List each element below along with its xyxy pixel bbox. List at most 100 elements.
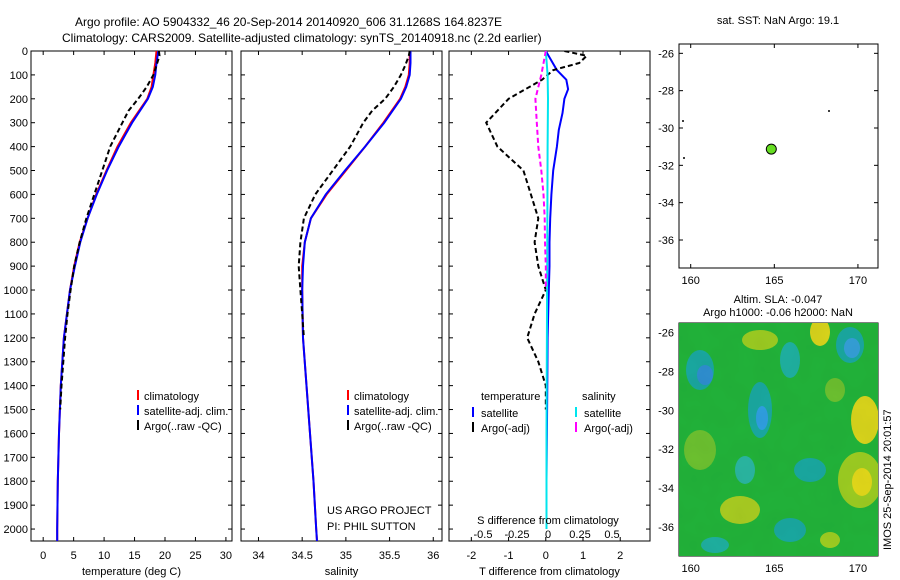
x-tick-label: 20	[159, 550, 171, 562]
x-tick-label: -2	[466, 550, 476, 562]
map-y-tick-label: -30	[658, 123, 674, 135]
depth-tick-label: 600	[10, 189, 28, 201]
depth-tick-label: 1100	[4, 309, 28, 321]
profile-panel-frame-2	[240, 50, 443, 542]
series-line-argo-adj-	[485, 51, 589, 410]
x-tick-label: 34.5	[291, 550, 312, 562]
series-line-argo-raw-qc-	[297, 51, 411, 338]
legend-label: satellite-adj. clim.	[144, 406, 228, 418]
map-x-tick-label: 160	[682, 563, 700, 575]
legend-title-temperature: temperature	[481, 391, 540, 403]
float-location-marker	[765, 143, 777, 155]
map-y-tick-label: -32	[658, 160, 674, 172]
map-y-tick-label: -36	[658, 235, 674, 247]
depth-tick-label: 1800	[4, 476, 28, 488]
map-x-tick-label: 170	[849, 275, 867, 287]
x-axis-label-top: S difference from climatology	[477, 515, 619, 527]
depth-tick-label: 400	[10, 142, 28, 154]
pi-annotation: PI: PHIL SUTTON	[327, 521, 416, 533]
depth-tick-label: 1200	[4, 333, 28, 345]
depth-tick-label: 300	[10, 118, 28, 130]
map-x-tick-label: 170	[849, 563, 867, 575]
depth-tick-label: 500	[10, 166, 28, 178]
x-tick-label: 0	[543, 550, 549, 562]
depth-tick-label: 200	[10, 94, 28, 106]
x-tick-label: 36	[427, 550, 439, 562]
legend-label: climatology	[354, 391, 410, 403]
x-tick-label: -1	[504, 550, 514, 562]
legend-label: satellite	[481, 408, 518, 420]
map-y-tick-label: -34	[658, 483, 674, 495]
series-group-3	[485, 51, 589, 529]
coast-speck	[683, 157, 685, 159]
depth-tick-label: 1000	[4, 285, 28, 297]
sla-heatmap	[679, 323, 878, 556]
x-tick-label-top: 0.25	[569, 529, 590, 541]
depth-tick-label: 1900	[4, 500, 28, 512]
x-tick-label-top: 0	[545, 529, 551, 541]
depth-tick-label: 0	[22, 46, 28, 58]
series-line-climatology	[56, 51, 158, 541]
legend-label: Argo(-adj)	[584, 423, 633, 435]
legend-title-salinity: salinity	[582, 391, 616, 403]
depth-tick-label: 900	[10, 261, 28, 273]
series-line-satellite	[544, 51, 550, 529]
depth-tick-label: 700	[10, 213, 28, 225]
map-y-tick-label: -32	[658, 444, 674, 456]
sla-map-subtitle: Argo h1000: -0.06 h2000: NaN	[703, 307, 853, 319]
series-line-argo-adj-	[534, 51, 547, 290]
x-tick-label: 2	[617, 550, 623, 562]
depth-tick-label: 1700	[4, 452, 28, 464]
x-axis-label: T difference from climatology	[479, 566, 620, 578]
series-group-2	[297, 51, 412, 541]
map-x-tick-label: 165	[765, 275, 783, 287]
series-line-climatology	[301, 51, 411, 541]
series-line-satellite-adj-clim-	[56, 51, 160, 541]
imos-credit-label: IMOS 25-Sep-2014 20:01:57	[882, 409, 894, 550]
x-tick-label: 1	[580, 550, 586, 562]
profile-panel-frame-1	[30, 50, 233, 542]
map-y-tick-label: -28	[658, 86, 674, 98]
coast-speck	[828, 110, 830, 112]
x-tick-label: 34	[252, 550, 264, 562]
x-tick-label: 35	[340, 550, 352, 562]
coast-speck	[682, 120, 684, 122]
series-line-satellite-adj-clim-	[301, 51, 412, 541]
x-tick-label: 25	[189, 550, 201, 562]
x-tick-label-top: 0.5	[604, 529, 619, 541]
profile-panel-frame-3	[448, 50, 651, 542]
x-tick-label: 30	[220, 550, 232, 562]
map-y-tick-label: -26	[658, 328, 674, 340]
series-line-satellite	[544, 51, 570, 529]
legend-label: satellite-adj. clim.	[354, 406, 438, 418]
depth-tick-label: 100	[10, 70, 28, 82]
project-annotation: US ARGO PROJECT	[327, 505, 432, 517]
map-y-tick-label: -36	[658, 522, 674, 534]
figure-title-line1: Argo profile: AO 5904332_46 20-Sep-2014 …	[75, 15, 502, 29]
series-group-1	[56, 51, 161, 541]
depth-tick-label: 1500	[4, 405, 28, 417]
x-tick-label: 10	[98, 550, 110, 562]
depth-tick-label: 1400	[4, 381, 28, 393]
x-tick-label-top: -0.25	[504, 529, 529, 541]
sla-map-title: Altim. SLA: -0.047	[734, 294, 823, 306]
x-tick-label: 15	[128, 550, 140, 562]
x-axis-label: temperature (deg C)	[82, 566, 181, 578]
legend-label: Argo(..raw -QC)	[354, 421, 432, 433]
legend-label: satellite	[584, 408, 621, 420]
map-y-tick-label: -28	[658, 367, 674, 379]
x-tick-label: 35.5	[379, 550, 400, 562]
x-tick-label: 0	[40, 550, 46, 562]
depth-tick-label: 1600	[4, 428, 28, 440]
depth-tick-label: 1300	[4, 357, 28, 369]
figure-title-line2: Climatology: CARS2009. Satellite-adjuste…	[62, 31, 542, 45]
map-x-tick-label: 165	[765, 563, 783, 575]
map-frame-1	[678, 43, 879, 269]
legend-label: Argo(-adj)	[481, 423, 530, 435]
x-tick-label-top: -0.5	[474, 529, 493, 541]
legend-label: Argo(..raw -QC)	[144, 421, 222, 433]
map-y-tick-label: -30	[658, 405, 674, 417]
x-tick-label: 5	[71, 550, 77, 562]
legend-label: climatology	[144, 391, 200, 403]
